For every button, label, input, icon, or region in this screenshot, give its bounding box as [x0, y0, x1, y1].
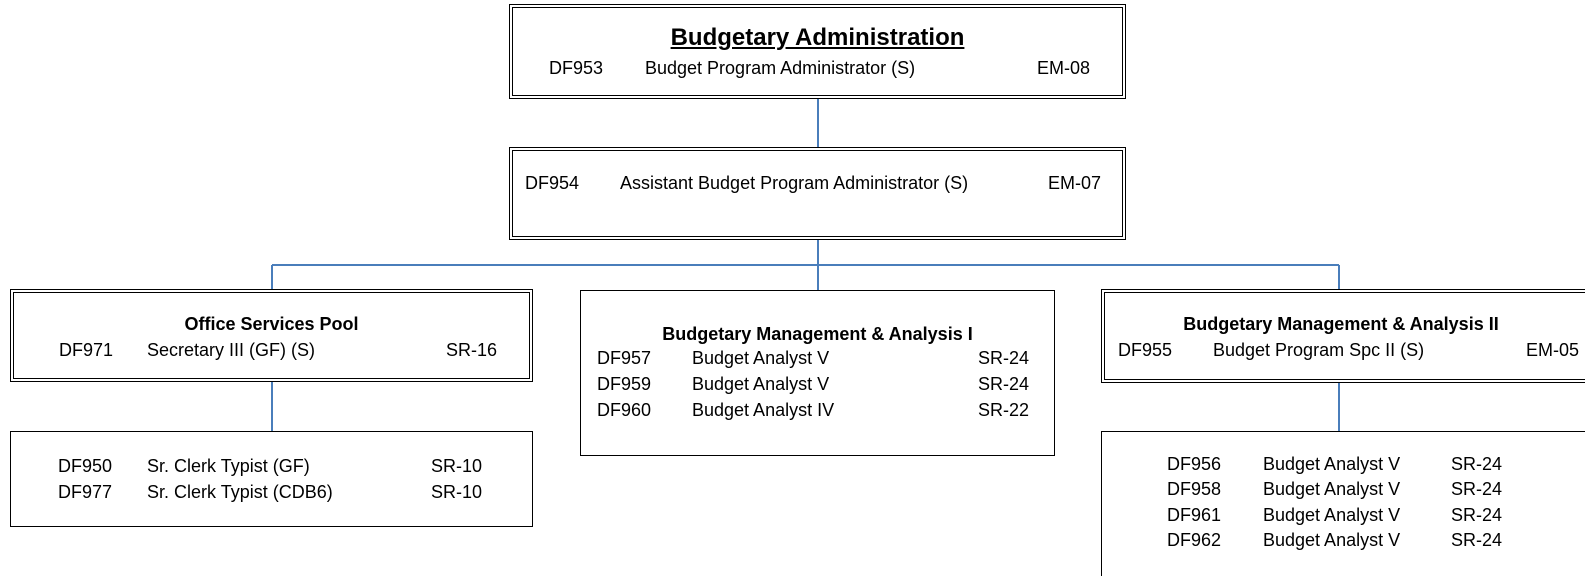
- org-box: [10, 289, 533, 382]
- position-title: Budget Analyst IV: [692, 400, 835, 420]
- position-grade: SR-24: [1451, 504, 1503, 525]
- org-box: [10, 431, 533, 527]
- position-grade: SR-24: [978, 374, 1030, 394]
- position-code: DF961: [1167, 504, 1222, 525]
- position-grade: SR-24: [1451, 529, 1503, 550]
- position-grade: SR-22: [978, 400, 1030, 420]
- position-grade: EM-05: [1526, 340, 1580, 360]
- position-code: DF955: [1118, 340, 1173, 360]
- position-code: DF960: [597, 400, 652, 420]
- box-title: Budgetary Management & Analysis II: [1183, 314, 1499, 334]
- position-code: DF962: [1167, 529, 1222, 550]
- position-code: DF959: [597, 374, 652, 394]
- position-title: Budget Analyst V: [1263, 479, 1401, 500]
- position-grade: SR-16: [446, 340, 498, 360]
- position-title: Budget Analyst V: [1263, 454, 1401, 474]
- position-title: Budget Analyst V: [1263, 529, 1401, 550]
- position-title: Budget Analyst V: [692, 348, 830, 368]
- org-box: [580, 290, 1055, 456]
- box-title: Budgetary Administration: [670, 24, 965, 51]
- position-code: DF957: [597, 348, 652, 368]
- org-box: [1101, 289, 1585, 383]
- position-code: DF977: [58, 482, 113, 502]
- position-grade: EM-08: [1037, 58, 1091, 78]
- position-code: DF950: [58, 456, 113, 476]
- position-grade: SR-24: [1451, 454, 1503, 474]
- position-code: DF958: [1167, 479, 1222, 500]
- position-code: DF953: [549, 58, 604, 78]
- position-title: Assistant Budget Program Administrator (…: [620, 173, 969, 193]
- org-box: [509, 4, 1126, 99]
- position-title: Budget Program Spc II (S): [1213, 340, 1425, 360]
- position-title: Budget Analyst V: [1263, 504, 1401, 525]
- position-title: Secretary III (GF) (S): [147, 340, 316, 360]
- position-code: DF971: [59, 340, 114, 360]
- position-grade: EM-07: [1048, 173, 1102, 193]
- org-box: [509, 147, 1126, 240]
- position-title: Budget Program Administrator (S): [645, 58, 916, 78]
- position-code: DF954: [525, 173, 580, 193]
- position-grade: SR-24: [1451, 479, 1503, 500]
- position-title: Budget Analyst V: [692, 374, 830, 394]
- position-grade: SR-10: [431, 456, 483, 476]
- position-title: Sr. Clerk Typist (GF): [147, 456, 310, 476]
- position-grade: SR-24: [978, 348, 1030, 368]
- position-grade: SR-10: [431, 482, 483, 502]
- org-box: [1101, 431, 1585, 576]
- position-code: DF956: [1167, 454, 1222, 474]
- position-title: Sr. Clerk Typist (CDB6): [147, 482, 333, 502]
- box-title: Office Services Pool: [184, 314, 359, 334]
- box-title: Budgetary Management & Analysis I: [662, 324, 973, 344]
